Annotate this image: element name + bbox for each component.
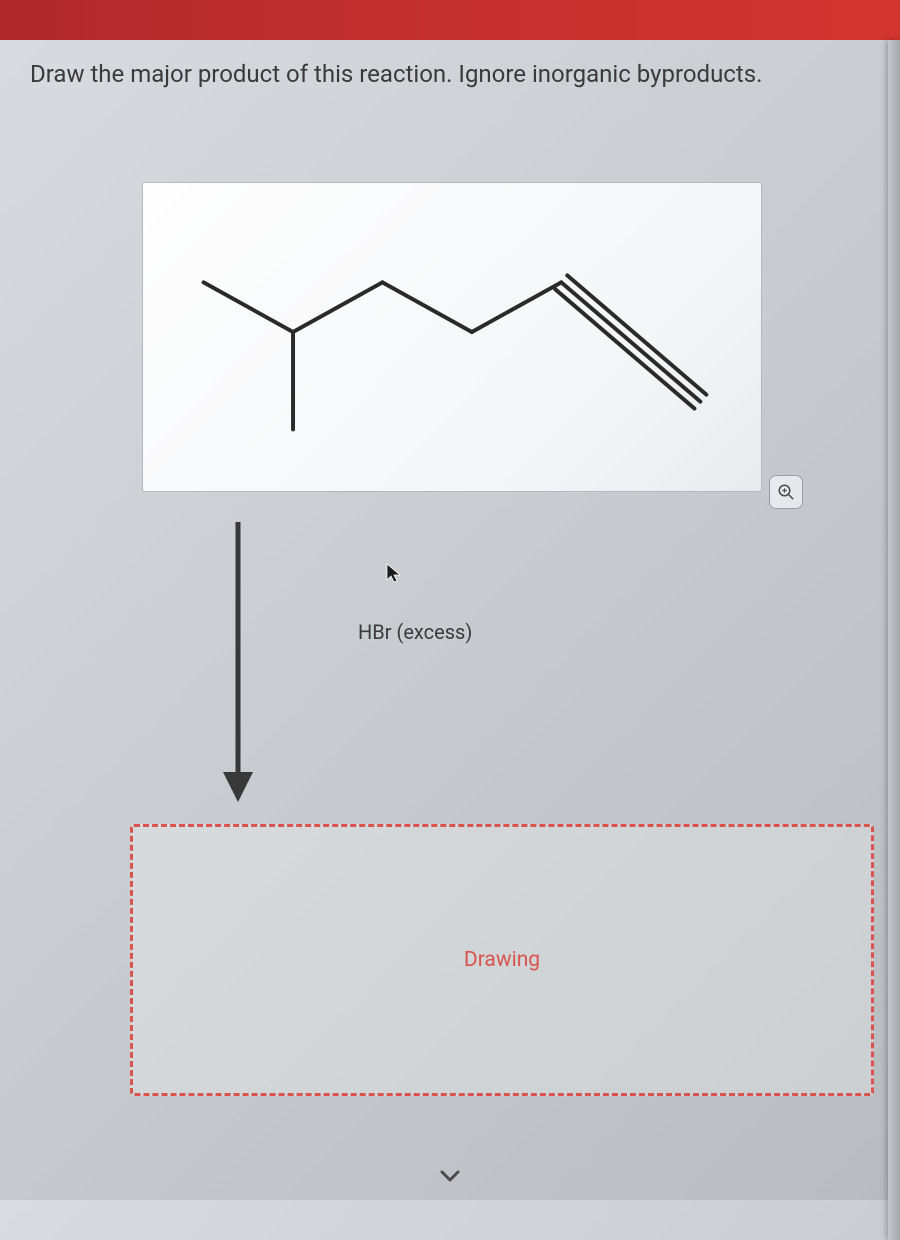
reagent-text: HBr (excess)	[358, 620, 472, 644]
right-edge-shadow	[888, 40, 900, 1240]
question-prompt: Draw the major product of this reaction.…	[30, 58, 870, 92]
expand-chevron-button[interactable]	[436, 1166, 464, 1186]
reaction-arrow-region: HBr (excess)	[130, 492, 890, 808]
drawing-placeholder-label: Drawing	[464, 948, 540, 972]
chevron-down-icon	[442, 1172, 458, 1180]
reaction-arrow	[208, 516, 268, 806]
structure-box	[142, 182, 762, 492]
question-panel: Draw the major product of this reaction.…	[10, 40, 890, 1114]
header-bar	[0, 0, 900, 40]
cursor-icon	[385, 562, 403, 584]
molecule-diagram	[143, 183, 761, 491]
drawing-canvas[interactable]: Drawing	[130, 824, 874, 1096]
